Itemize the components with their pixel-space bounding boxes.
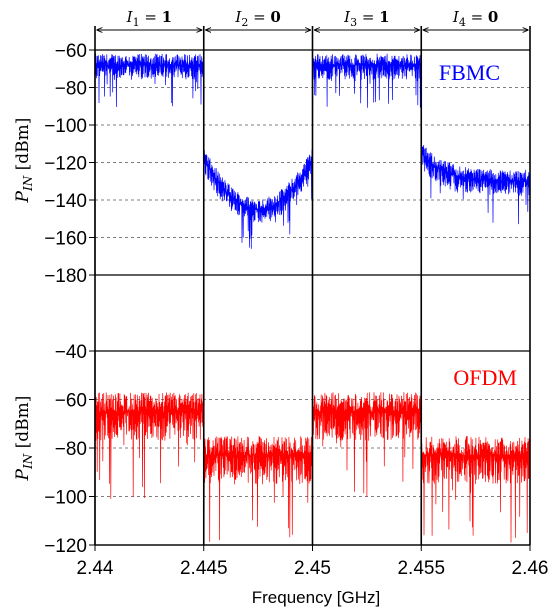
interval-label: I1 = 1: [126, 8, 172, 29]
x-axis-label: Frequency [GHz]: [252, 588, 381, 607]
fbmc-y-axis-label: PIN [dBm]: [13, 118, 35, 204]
ofdm-y-tick-label: −100: [44, 488, 87, 509]
x-tick-label: 2.46: [512, 558, 549, 579]
fbmc-y-ticks: −60 −80 −100 −120 −140 −160 −180: [44, 41, 95, 287]
ofdm-y-axis-label: PIN [dBm]: [13, 396, 35, 482]
interval-label: I2 = 0: [234, 8, 280, 29]
interval-label: I4 = 0: [452, 8, 498, 29]
ofdm-y-tick-label: −80: [55, 439, 87, 460]
ofdm-y-tick-label: −120: [44, 536, 87, 557]
fbmc-y-tick-label: −80: [55, 79, 87, 100]
ofdm-y-tick-label: −40: [55, 342, 87, 363]
fbmc-series-label: FBMC: [439, 60, 500, 85]
fbmc-y-tick-label: −160: [44, 229, 87, 250]
fbmc-panel: −60 −80 −100 −120 −140 −160 −180 FBMC PIN [dBm…: [13, 41, 530, 287]
fbmc-y-tick-label: −180: [44, 266, 87, 287]
x-tick-label: 2.445: [180, 558, 228, 579]
fbmc-y-tick-label: −60: [55, 41, 87, 62]
ofdm-y-tick-label: −60: [55, 391, 87, 412]
ofdm-panel: −40 −60 −80 −100 −120 OFDM PIN [dBm]: [13, 342, 530, 557]
x-tick-label: 2.455: [397, 558, 445, 579]
x-ticks: 2.44 2.445 2.45 2.455 2.46: [77, 545, 549, 579]
ofdm-y-ticks: −40 −60 −80 −100 −120: [44, 342, 95, 557]
fbmc-y-tick-label: −140: [44, 191, 87, 212]
fbmc-y-tick-label: −100: [44, 116, 87, 137]
x-tick-label: 2.44: [77, 558, 114, 579]
fbmc-y-tick-label: −120: [44, 154, 87, 175]
interval-label: I3 = 1: [343, 8, 389, 29]
x-tick-label: 2.45: [294, 558, 331, 579]
ofdm-series-label: OFDM: [453, 365, 517, 390]
